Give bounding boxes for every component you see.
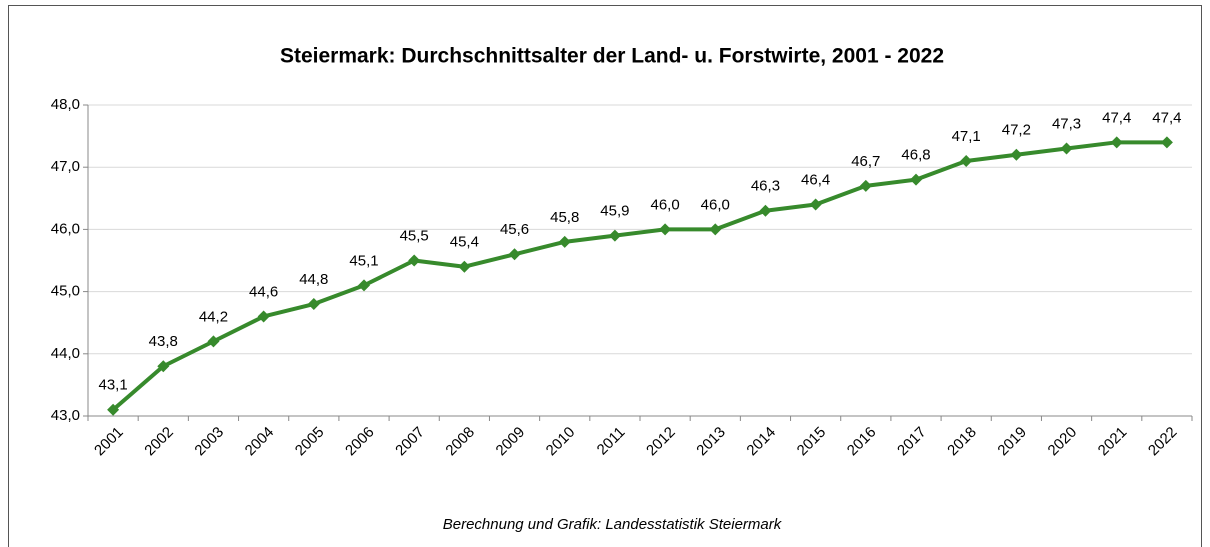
data-line <box>111 140 1167 412</box>
data-point <box>458 260 471 273</box>
data-point <box>1160 136 1173 149</box>
data-point <box>960 154 973 167</box>
data-label: 46,4 <box>801 171 830 188</box>
data-label: 43,8 <box>149 333 178 350</box>
data-label: 46,0 <box>650 196 679 213</box>
data-label: 46,7 <box>851 153 880 170</box>
data-label: 47,3 <box>1052 116 1081 133</box>
y-tick-label: 44,0 <box>51 345 80 362</box>
data-label: 45,4 <box>450 234 479 251</box>
data-label: 47,4 <box>1152 109 1181 126</box>
data-label: 45,5 <box>400 227 429 244</box>
data-point <box>558 235 571 248</box>
data-label: 44,6 <box>249 283 278 300</box>
chart-frame <box>8 5 1202 547</box>
data-label: 43,1 <box>98 377 127 394</box>
data-label: 47,4 <box>1102 109 1131 126</box>
data-point <box>608 229 621 242</box>
data-label: 45,6 <box>500 221 529 238</box>
data-point <box>1110 136 1123 149</box>
data-point <box>659 223 672 236</box>
data-point <box>107 403 120 416</box>
source-note: Berechnung und Grafik: Landesstatistik S… <box>443 516 783 533</box>
y-tick-label: 46,0 <box>51 220 80 237</box>
data-point <box>1010 148 1023 161</box>
data-point <box>207 335 220 348</box>
y-tick-label: 48,0 <box>51 96 80 113</box>
data-label: 47,2 <box>1002 122 1031 139</box>
y-tick-label: 43,0 <box>51 407 80 424</box>
data-label: 46,0 <box>701 196 730 213</box>
data-point <box>257 310 270 323</box>
data-label: 45,1 <box>349 252 378 269</box>
data-label: 44,2 <box>199 308 228 325</box>
data-point <box>759 204 772 217</box>
data-label: 46,3 <box>751 178 780 195</box>
data-label: 45,8 <box>550 209 579 226</box>
chart-title: Steiermark: Durchschnittsalter der Land-… <box>280 45 944 68</box>
data-point <box>859 179 872 192</box>
y-tick-label: 45,0 <box>51 283 80 300</box>
y-tick-label: 47,0 <box>51 158 80 175</box>
data-point <box>1060 142 1073 155</box>
data-label: 45,9 <box>600 203 629 220</box>
data-point <box>709 223 722 236</box>
data-label: 47,1 <box>952 128 981 145</box>
data-point <box>157 360 170 373</box>
data-label: 46,8 <box>901 147 930 164</box>
data-point <box>408 254 421 267</box>
data-point <box>307 298 320 311</box>
data-point <box>358 279 370 292</box>
data-point <box>809 198 822 211</box>
data-label: 44,8 <box>299 271 328 288</box>
data-point <box>910 173 922 186</box>
data-point <box>508 248 521 261</box>
